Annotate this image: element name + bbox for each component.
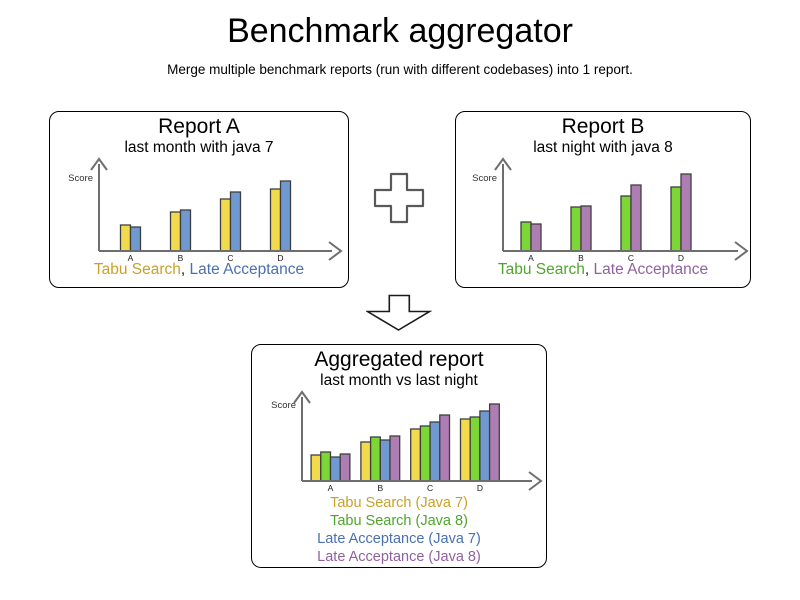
x-axis-arrowhead [734,241,749,261]
y-axis-label: Score [271,400,296,411]
y-axis-label: Score [68,173,93,184]
bar [329,456,341,482]
category-label: C [227,253,233,263]
bar [469,416,481,482]
legend-item: Late Acceptance (Java 7) [317,531,481,547]
category-label: D [477,483,483,493]
x-axis-arrowhead [528,471,543,491]
bar [680,173,692,252]
category-label: C [427,483,433,493]
bar [389,435,401,482]
category-label: A [328,483,334,493]
legend-item: Late Acceptance [593,261,709,278]
bar [360,441,372,482]
aggregated-title: Aggregated report [314,348,484,371]
aggregated-report-card: Aggregated report last month vs last nig… [251,344,547,568]
bar [520,221,532,252]
bar [369,436,381,482]
aggregated-bar-chart: A B C D Score [271,390,543,493]
bar [620,195,632,252]
legend-item: Late Acceptance (Java 8) [317,549,481,565]
bar [429,421,441,482]
report-b-legend: Tabu Search, Late Acceptance [456,260,750,279]
arrow-down-icon [366,294,432,331]
report-b-bar-chart: A B C D Score [472,157,749,263]
bar [670,186,682,252]
bar [570,206,582,252]
bar [488,403,500,482]
bar [169,211,182,252]
bar [310,454,322,482]
bar [320,451,332,482]
report-a-card: Report A last month with java 7 A B C D Scor… [49,111,349,288]
legend-item: Tabu Search (Java 8) [330,513,468,529]
legend-separator: , [180,261,190,278]
category-label: A [128,253,134,263]
bar [459,418,471,482]
bar [580,205,592,252]
bar [279,180,292,252]
bar [419,425,431,482]
legend-separator: , [584,261,594,278]
bar [630,184,642,252]
bar [129,226,142,252]
bar [479,410,491,482]
category-label: B [377,483,383,493]
report-b-card: Report B last night with java 8 A B C D Scor… [455,111,751,288]
category-label: B [178,253,184,263]
bar [530,223,542,252]
aggregated-subtitle: last month vs last night [320,372,478,389]
bar [439,414,451,482]
y-axis-arrowhead [293,390,311,404]
bar [229,191,242,252]
report-a-legend: Tabu Search, Late Acceptance [50,260,348,279]
bar [119,224,132,252]
page-title: Benchmark aggregator [227,12,573,50]
report-a-title: Report A [158,115,240,138]
bar [269,188,282,252]
legend-item: Tabu Search [93,261,181,278]
bar [379,439,391,482]
report-a-subtitle: last month with java 7 [124,139,274,156]
plus-icon [373,172,425,224]
report-b-subtitle: last night with java 8 [533,139,673,156]
y-axis-arrowhead [494,157,512,171]
page-subtitle: Merge multiple benchmark reports (run wi… [167,62,633,77]
aggregated-legend: Tabu Search (Java 7) Tabu Search (Java 8)… [252,494,546,566]
category-label: B [578,253,584,263]
category-label: C [628,253,634,263]
bar [410,428,422,482]
bar [179,209,192,252]
report-a-bar-chart: A B C D Score [68,157,343,263]
category-label: A [528,253,534,263]
bar [339,453,351,482]
category-label: D [277,253,283,263]
x-axis-arrowhead [328,241,343,261]
y-axis-label: Score [472,173,497,184]
plus-shape [373,172,425,224]
legend-item: Tabu Search (Java 7) [330,495,468,511]
y-axis-arrowhead [90,157,108,171]
bar [219,198,232,252]
legend-item: Tabu Search [497,261,585,278]
report-b-title: Report B [561,115,645,138]
category-label: D [678,253,684,263]
arrow-down-shape [366,294,432,331]
legend-item: Late Acceptance [189,261,305,278]
